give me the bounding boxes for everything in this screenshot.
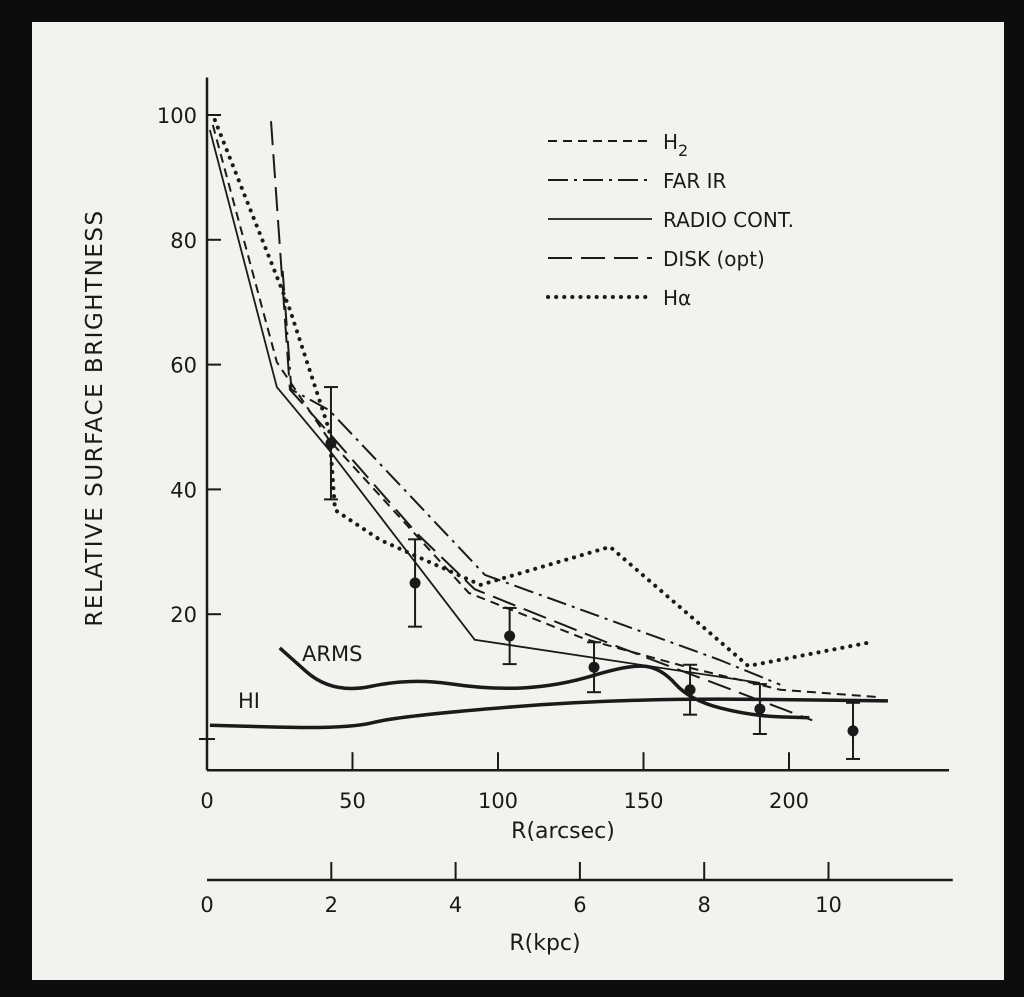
x-tick-label: 200	[769, 789, 809, 813]
hi-label: HI	[238, 689, 260, 713]
data-point	[504, 630, 516, 642]
y-tick-label: 60	[170, 354, 197, 378]
data-point	[684, 684, 696, 696]
x2-tick-label: 10	[815, 893, 842, 917]
legend-label: DISK (opt)	[663, 247, 765, 271]
x-tick-label: 0	[200, 789, 213, 813]
series-line-short-dash	[211, 124, 880, 699]
data-point	[409, 577, 421, 589]
chart-paper	[32, 22, 1004, 980]
data-point	[588, 661, 600, 673]
y-tick-label: 80	[170, 229, 197, 253]
y-tick-label: 40	[170, 478, 197, 502]
x-axis-label: R(arcsec)	[511, 819, 615, 844]
legend-label: FAR IR	[663, 169, 727, 193]
y-axis-label: RELATIVE SURFACE BRIGHTNESS	[82, 209, 108, 626]
y-tick-label: 20	[170, 603, 197, 627]
data-point	[847, 725, 859, 737]
series-line-long-dash	[270, 121, 813, 722]
x-tick-label: 100	[478, 789, 518, 813]
x-tick-label: 150	[623, 789, 663, 813]
arms-label: ARMS	[302, 642, 362, 666]
data-point	[325, 437, 337, 449]
y-tick-label: 100	[157, 104, 197, 128]
x2-tick-label: 6	[573, 893, 586, 917]
x-tick-label: 50	[339, 789, 366, 813]
x2-axis-label: R(kpc)	[509, 931, 580, 956]
series-line-dash-dot	[281, 270, 781, 686]
x2-tick-label: 2	[325, 893, 338, 917]
legend-label: Hα	[663, 286, 691, 310]
legend-label-subscript: 2	[678, 141, 688, 160]
series-line-solid	[209, 129, 761, 684]
data-point	[754, 703, 766, 715]
x2-tick-label: 8	[698, 893, 711, 917]
x2-tick-label: 4	[449, 893, 462, 917]
x2-tick-label: 0	[200, 893, 213, 917]
legend-label: RADIO CONT.	[663, 208, 794, 232]
curve-hi	[209, 697, 888, 730]
